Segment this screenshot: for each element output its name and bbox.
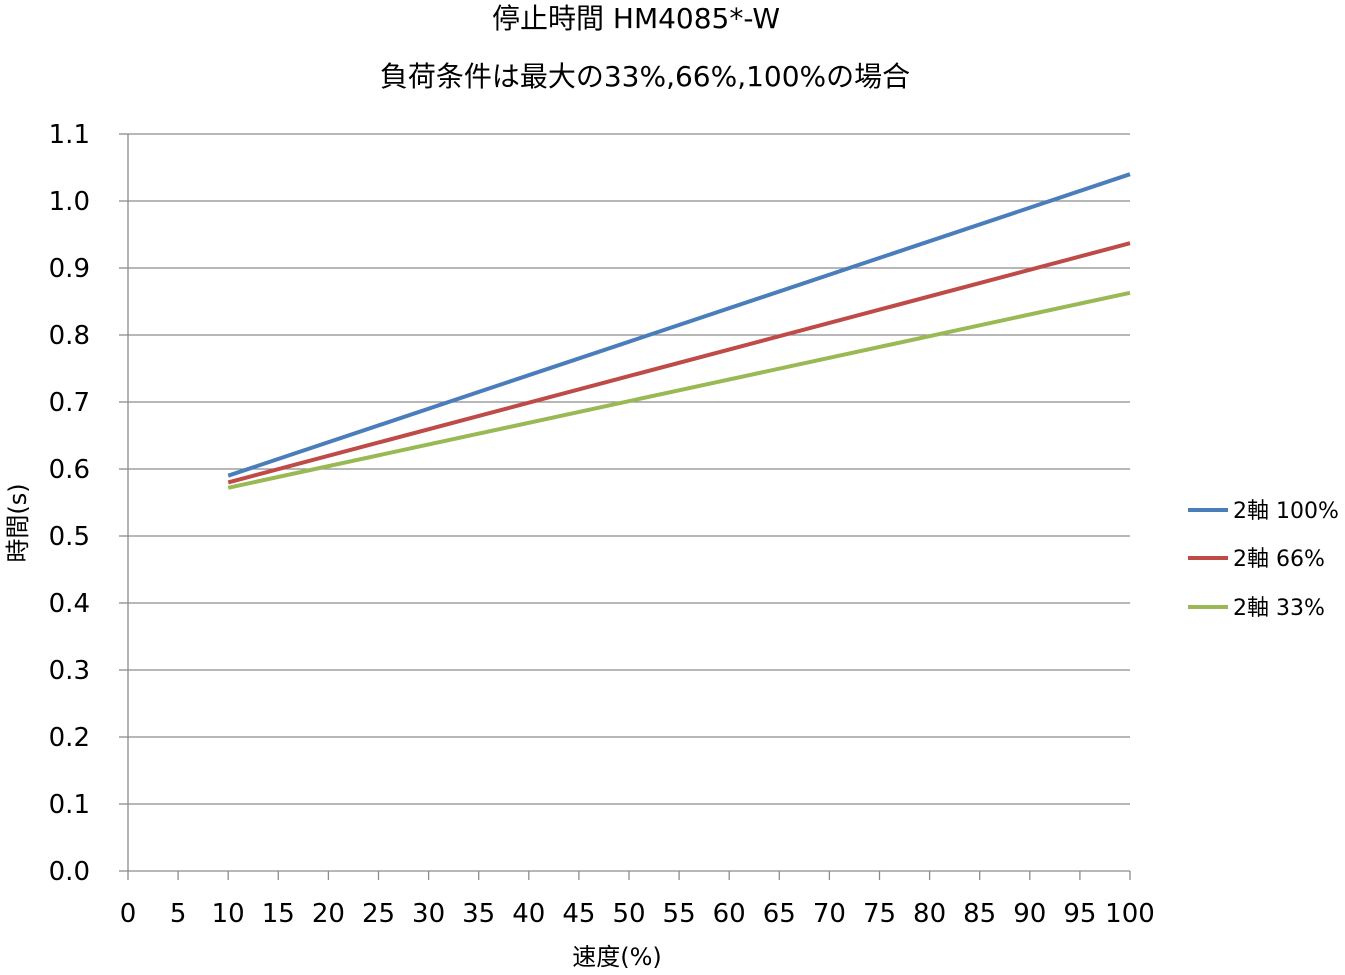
chart-title: 停止時間 HM4085*-W (492, 2, 780, 35)
series-line (227, 172, 1131, 478)
x-tick-label: 5 (170, 899, 187, 929)
y-tick-label: 1.1 (49, 120, 90, 150)
series-lines (227, 172, 1131, 490)
x-tick-label: 65 (763, 899, 796, 929)
x-tick-label: 10 (212, 899, 245, 929)
x-tick-label: 85 (963, 899, 996, 929)
x-tick-label: 20 (312, 899, 345, 929)
y-tick-label: 0.3 (49, 656, 90, 686)
x-tick-label: 75 (863, 899, 896, 929)
y-tick-label: 1.0 (49, 187, 90, 217)
legend-label: 2軸 100% (1233, 499, 1339, 524)
y-tick-label: 0.2 (49, 723, 90, 753)
y-tick-label: 0.1 (49, 790, 90, 820)
x-tick-label: 90 (1013, 899, 1046, 929)
x-tick-label: 30 (412, 899, 445, 929)
legend: 2軸 100% 2軸 66% 2軸 33% (1188, 499, 1339, 621)
x-tick-label: 15 (262, 899, 295, 929)
x-tick-label: 50 (612, 899, 645, 929)
x-tick-label: 0 (120, 899, 137, 929)
grid-lines (128, 133, 1130, 805)
x-tick-label: 70 (813, 899, 846, 929)
x-tick-label: 55 (663, 899, 696, 929)
x-tick-label: 60 (713, 899, 746, 929)
x-tick-label: 95 (1063, 899, 1096, 929)
x-tick-labels: 0 5 10 15 20 25 30 35 40 45 50 55 60 65 70 75 80 85 90 95 10… (120, 899, 1155, 929)
legend-label: 2軸 66% (1233, 547, 1325, 572)
series-line (227, 290, 1131, 490)
y-axis-title: 時間(s) (4, 483, 32, 562)
x-tick-label: 35 (462, 899, 495, 929)
x-tick-label: 25 (362, 899, 395, 929)
series-line (227, 241, 1131, 485)
axes (119, 133, 1131, 880)
x-tick-label: 80 (913, 899, 946, 929)
legend-label: 2軸 33% (1233, 596, 1325, 621)
y-tick-label: 0.4 (49, 589, 90, 619)
y-tick-label: 0.0 (49, 857, 90, 887)
y-tick-label: 0.5 (49, 522, 90, 552)
y-tick-label: 0.8 (49, 321, 90, 351)
x-tick-label: 40 (512, 899, 545, 929)
chart-subtitle: 負荷条件は最大の33%,66%,100%の場合 (380, 60, 910, 93)
y-tick-label: 0.9 (49, 254, 90, 284)
y-tick-label: 0.6 (49, 455, 90, 485)
x-tick-label: 45 (562, 899, 595, 929)
x-tick-label: 100 (1105, 899, 1155, 929)
x-axis-title: 速度(%) (572, 943, 662, 971)
y-tick-labels: 0.0 0.1 0.2 0.3 0.4 0.5 0.6 0.7 0.8 0.9 1.0 1.1 (49, 120, 90, 887)
y-tick-label: 0.7 (49, 388, 90, 418)
